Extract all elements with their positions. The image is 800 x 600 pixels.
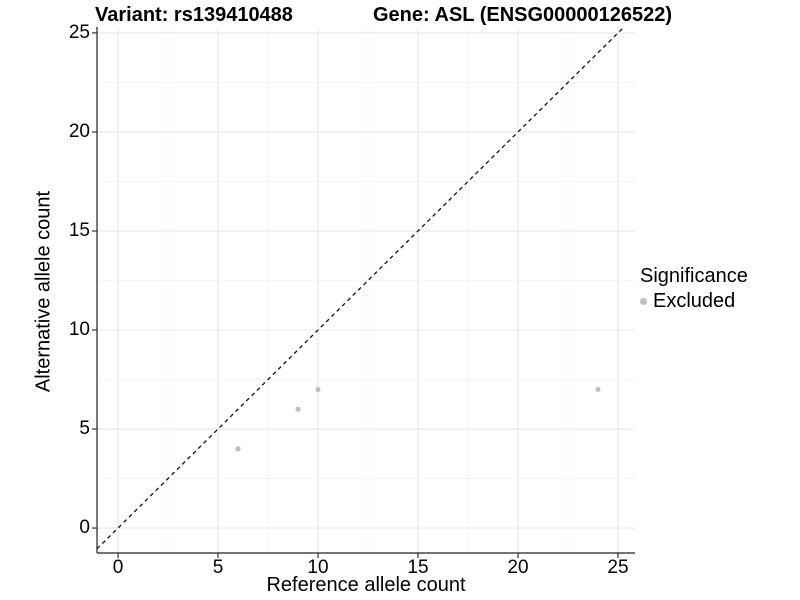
x-tick-label: 25 — [607, 557, 629, 578]
x-tick-label: 0 — [112, 557, 124, 578]
y-tick-label: 20 — [68, 120, 90, 142]
data-point — [595, 386, 601, 393]
legend-item-excluded: Excluded — [640, 290, 748, 312]
x-axis-title: Reference allele count — [266, 574, 466, 596]
legend-title: Significance — [640, 265, 748, 287]
y-tick-label: 15 — [68, 219, 90, 241]
data-point — [295, 406, 301, 412]
y-axis-title: Alternative allele count — [32, 190, 55, 393]
gene-title: Gene: ASL (ENSG00000126522) — [373, 4, 673, 26]
identity-line — [96, 26, 625, 550]
legend-item-label: Excluded — [653, 290, 736, 312]
y-tick-label: 0 — [79, 517, 90, 539]
x-tick-label: 20 — [507, 557, 529, 578]
y-tick-label: 25 — [68, 21, 90, 43]
x-tick-label: 5 — [212, 557, 224, 578]
data-point — [315, 386, 321, 393]
excluded-point-icon — [640, 297, 647, 305]
y-tick-label: 5 — [79, 418, 90, 440]
data-point — [235, 446, 241, 452]
legend: Significance Excluded — [640, 264, 748, 312]
x-tick-label: 15 — [407, 557, 429, 578]
x-tick-label: 10 — [307, 557, 329, 578]
variant-title: Variant: rs139410488 — [95, 4, 293, 26]
y-tick-label: 10 — [68, 319, 90, 340]
